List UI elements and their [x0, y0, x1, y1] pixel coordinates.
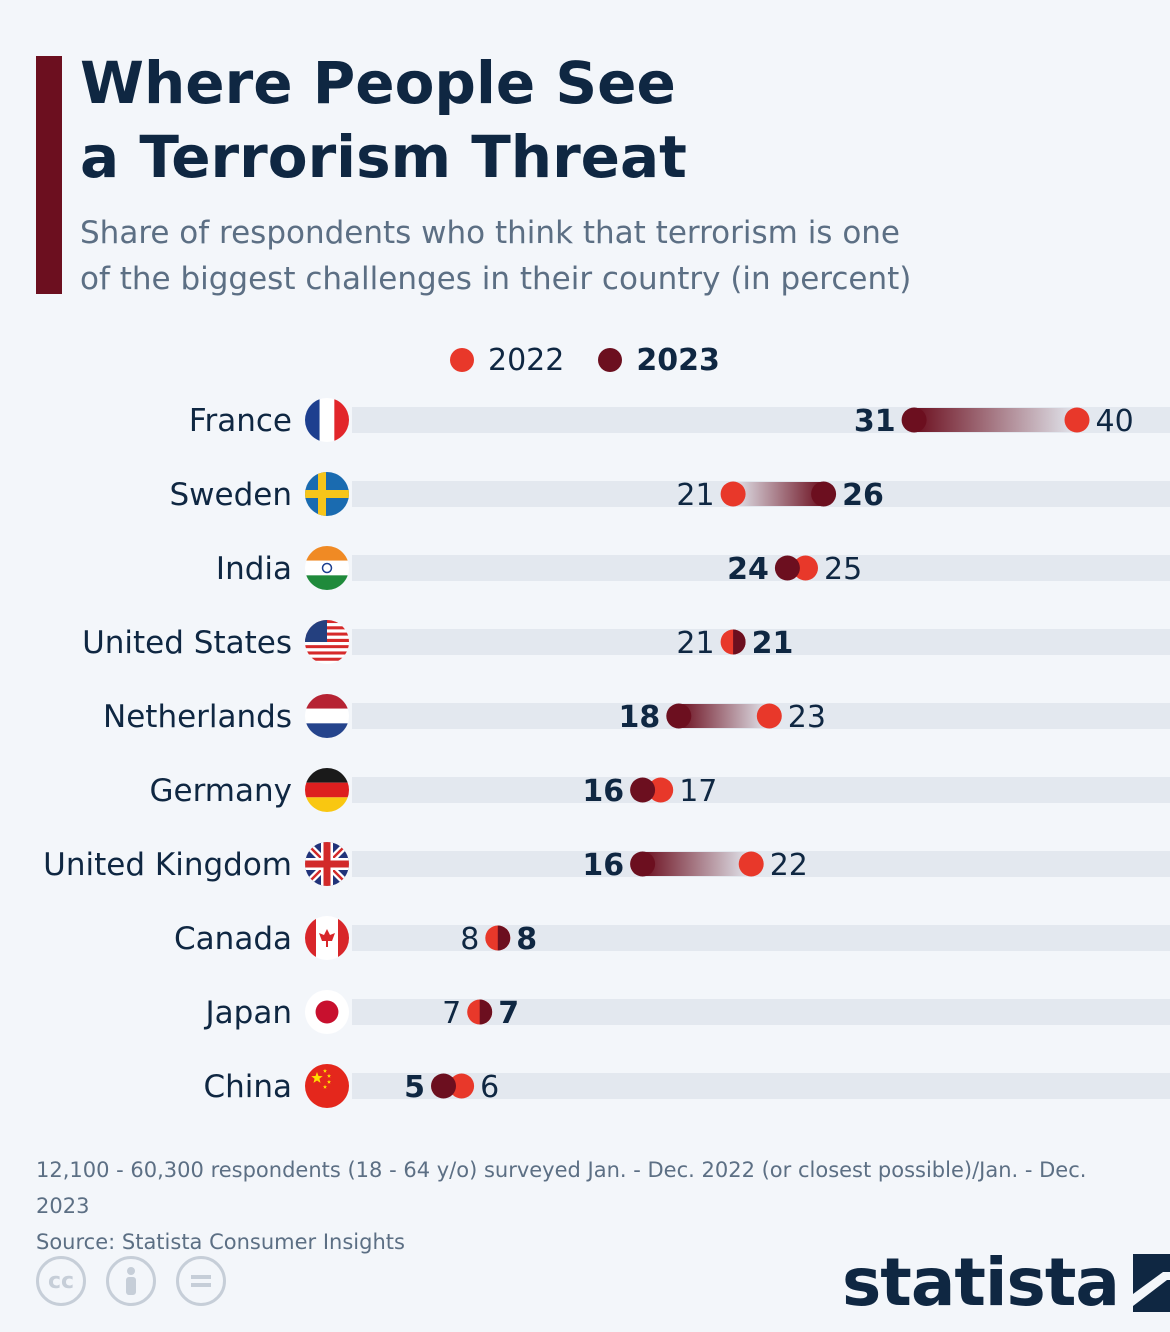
- dot-2022-united-kingdom: [738, 851, 764, 877]
- attribution-icon[interactable]: [106, 1256, 156, 1306]
- value-label-2022-netherlands: 23: [788, 700, 826, 735]
- footer-source: Source: Statista Consumer Insights: [36, 1230, 405, 1254]
- cc-icon[interactable]: cc: [36, 1256, 86, 1306]
- value-label-2023-france: 31: [854, 404, 896, 439]
- legend-item-2022: 2022: [450, 343, 564, 378]
- dot-2022-sweden: [720, 481, 746, 507]
- dot-2023-netherlands: [666, 703, 692, 729]
- dot-2022-netherlands: [756, 703, 782, 729]
- title-line-1: Where People See: [80, 49, 676, 117]
- category-label-canada: Canada: [174, 921, 292, 957]
- category-label-france: France: [189, 403, 292, 439]
- connector-netherlands: [678, 704, 770, 728]
- connector-united-kingdom: [642, 852, 752, 876]
- dot-2023-germany: [630, 777, 656, 803]
- subtitle-line-2: of the biggest challenges in their count…: [80, 261, 912, 297]
- japan-flag-icon: [305, 990, 349, 1034]
- row-track-china: [352, 1073, 1170, 1099]
- brand-name: statista: [842, 1244, 1120, 1321]
- germany-flag-icon: [305, 768, 349, 812]
- category-label-india: India: [216, 551, 292, 587]
- category-label-netherlands: Netherlands: [103, 699, 292, 735]
- legend-dot-2023: [598, 348, 623, 372]
- category-label-sweden: Sweden: [169, 477, 292, 513]
- legend-label-2022: 2022: [488, 342, 565, 378]
- connector-sweden: [733, 482, 824, 506]
- usa-flag-icon: [305, 620, 349, 664]
- legend: 2022 2023: [450, 338, 754, 382]
- dot-2023-china: [431, 1073, 456, 1099]
- row-track-india: [352, 555, 1170, 581]
- connector-france: [914, 408, 1077, 432]
- value-label-2023-canada: 8: [516, 922, 537, 957]
- canada-flag-icon: [305, 916, 349, 960]
- title-line-2: a Terrorism Threat: [80, 123, 687, 191]
- category-label-united-kingdom: United Kingdom: [43, 847, 292, 883]
- dot-2022-france: [1064, 407, 1090, 433]
- dot-2022-china: [449, 1073, 475, 1099]
- value-label-2022-canada: 8: [460, 922, 479, 957]
- value-label-2023-netherlands: 18: [619, 700, 661, 735]
- value-label-2023-india: 24: [727, 552, 769, 587]
- no-derivatives-icon[interactable]: [176, 1256, 226, 1306]
- dot-2023-india: [774, 555, 800, 581]
- india-flag-icon: [305, 546, 349, 590]
- dot-2022-india: [793, 555, 818, 581]
- value-label-2022-india: 25: [824, 552, 862, 587]
- title-accent-bar: [36, 56, 62, 294]
- footer-note: 12,100 - 60,300 respondents (18 - 64 y/o…: [36, 1158, 1087, 1218]
- value-label-2022-united-kingdom: 22: [770, 848, 808, 883]
- dot-2023-japan: [479, 999, 493, 1025]
- footer: 12,100 - 60,300 respondents (18 - 64 y/o…: [36, 1152, 1146, 1260]
- dot-2023-canada: [497, 925, 511, 951]
- value-label-2022-japan: 7: [442, 996, 461, 1031]
- statista-brand[interactable]: statista: [842, 1244, 1170, 1321]
- legend-item-2023: 2023: [598, 343, 720, 378]
- value-label-2023-sweden: 26: [842, 478, 884, 513]
- statista-logo-icon: [1132, 1253, 1170, 1312]
- legend-dot-2022: [450, 348, 474, 372]
- subtitle-line-1: Share of respondents who think that terr…: [80, 215, 901, 251]
- dot-2023-france: [901, 407, 927, 433]
- sweden-flag-icon: [305, 472, 349, 516]
- category-label-china: China: [203, 1069, 292, 1105]
- dot-2023-sweden: [811, 481, 837, 507]
- value-label-2023-united-states: 21: [752, 626, 794, 661]
- chart-subtitle: Share of respondents who think that terr…: [80, 210, 1080, 302]
- value-label-2023-japan: 7: [498, 996, 519, 1031]
- dumbbell-chart: France 31 40 Sweden 21 26 India 24 25 United Stat…: [43, 398, 1170, 1108]
- category-label-united-states: United States: [82, 625, 292, 661]
- dot-2023-united-kingdom: [630, 851, 656, 877]
- value-label-2022-germany: 17: [679, 774, 717, 809]
- category-label-japan: Japan: [204, 995, 292, 1031]
- uk-flag-icon: [305, 842, 349, 886]
- value-label-2022-united-states: 21: [676, 626, 714, 661]
- china-flag-icon: [305, 1064, 349, 1108]
- row-track-germany: [352, 777, 1170, 803]
- value-label-2022-sweden: 21: [676, 478, 714, 513]
- category-label-germany: Germany: [150, 773, 292, 809]
- netherlands-flag-icon: [305, 694, 349, 738]
- value-label-2023-united-kingdom: 16: [582, 848, 624, 883]
- dot-2023-united-states: [733, 629, 746, 655]
- value-label-2023-germany: 16: [582, 774, 624, 809]
- license-icons: cc: [36, 1256, 246, 1306]
- value-label-2022-china: 6: [480, 1070, 499, 1105]
- dot-2022-germany: [648, 777, 674, 803]
- row-track-united-states: [352, 629, 1170, 655]
- france-flag-icon: [305, 398, 349, 442]
- legend-label-2023: 2023: [636, 342, 720, 378]
- value-label-2022-france: 40: [1096, 404, 1134, 439]
- value-label-2023-china: 5: [404, 1070, 425, 1105]
- chart-title: Where People See a Terrorism Threat: [80, 46, 1140, 194]
